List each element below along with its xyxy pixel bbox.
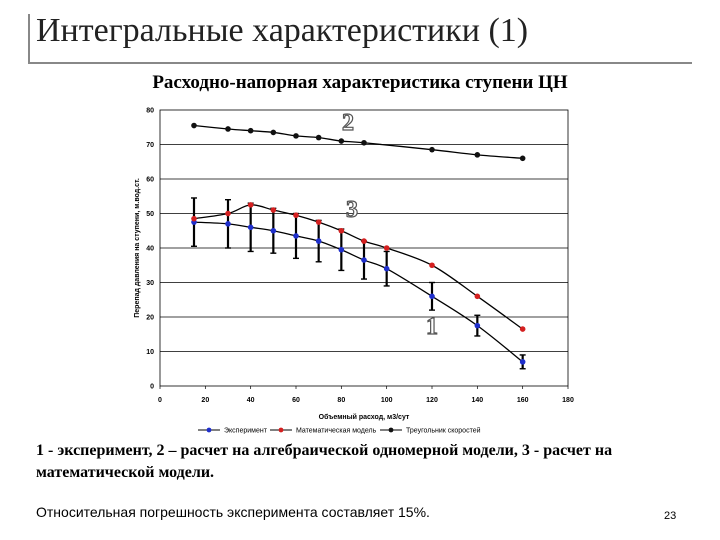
data-point-1-11 (519, 359, 526, 365)
x-tick-label-40: 40 (247, 397, 255, 404)
curve-label-3: 3 (346, 197, 358, 223)
data-point-3-2 (247, 202, 254, 208)
data-point-2-10 (519, 155, 526, 162)
data-point-3-10 (474, 293, 481, 300)
data-point-3-8 (383, 245, 390, 251)
data-point-1-7 (361, 257, 367, 263)
data-point-2-0 (191, 122, 197, 129)
x-tick-label-60: 60 (292, 397, 300, 404)
figure-caption: 1 - эксперимент, 2 – расчет на алгебраич… (36, 442, 613, 481)
y-tick-label-80: 80 (146, 108, 154, 115)
curve-label-2: 2 (342, 110, 354, 136)
x-tick-label-20: 20 (201, 397, 209, 404)
data-point-1-9 (429, 293, 435, 300)
curve-labels: 1 3 2 (341, 109, 438, 340)
data-point-3-1 (225, 210, 231, 217)
x-tick-label-80: 80 (337, 397, 345, 404)
chart-legend: Эксперимент Математическая модель Треуголь… (198, 427, 481, 435)
title-rule-vertical (28, 14, 30, 64)
data-point-2-1 (225, 126, 231, 132)
data-point-3-0 (191, 215, 197, 222)
data-point-1-10 (474, 322, 481, 329)
data-point-2-2 (247, 127, 254, 134)
error-note: Относительная погрешность эксперимента с… (36, 504, 430, 520)
y-tick-label-30: 30 (146, 280, 154, 287)
data-point-2-6 (338, 138, 345, 144)
x-tick-label-100: 100 (381, 397, 393, 404)
y-tick-label-20: 20 (146, 315, 154, 322)
data-point-1-8 (383, 265, 390, 272)
page-number: 23 (664, 510, 677, 522)
series-layer (191, 122, 526, 370)
x-tick-label-140: 140 (471, 397, 483, 404)
legend-label-3: Математическая модель (296, 428, 377, 435)
data-point-2-7 (361, 139, 367, 146)
y-tick-label-50: 50 (146, 211, 154, 218)
legend-marker-1 (206, 427, 212, 433)
tick-labels: 0 10 20 30 40 50 60 70 80 0 20 40 60 80 100 120 140 160 18… (146, 108, 574, 405)
x-axis-label: Объемный расход, м3/сут (319, 413, 410, 421)
legend-marker-2 (388, 427, 394, 433)
y-tick-label-10: 10 (146, 349, 154, 356)
data-point-3-9 (429, 262, 435, 269)
data-point-1-1 (225, 221, 231, 227)
data-point-3-6 (338, 227, 345, 234)
x-tick-label-160: 160 (517, 397, 529, 404)
legend-label-2: Треугольник скоростей (406, 427, 481, 435)
slide-title: Интегральные характеристики (1) (36, 12, 529, 49)
data-point-2-3 (270, 129, 277, 136)
data-point-1-5 (315, 238, 322, 244)
y-tick-label-60: 60 (146, 177, 154, 184)
x-tick-label-180: 180 (562, 397, 574, 404)
data-point-2-9 (474, 152, 481, 158)
data-point-1-3 (270, 227, 277, 234)
x-tick-label-0: 0 (158, 397, 162, 404)
chart-heading: Расходно-напорная характеристика ступени… (152, 72, 568, 93)
y-tick-label-40: 40 (146, 246, 154, 253)
data-point-3-11 (519, 326, 526, 332)
curve-label-1: 1 (426, 314, 438, 340)
x-tick-label-120: 120 (426, 397, 438, 404)
y-tick-label-70: 70 (146, 142, 154, 149)
data-point-1-4 (293, 233, 299, 239)
data-point-1-2 (247, 224, 254, 231)
y-axis-label: Перепад давления на ступени, м.вод.ст. (134, 178, 141, 318)
data-point-1-6 (338, 246, 345, 253)
data-point-3-5 (315, 219, 322, 225)
legend-label-1: Эксперимент (224, 428, 268, 435)
legend-marker-3 (278, 427, 284, 433)
y-tick-label-0: 0 (150, 384, 154, 391)
data-point-2-5 (315, 134, 322, 141)
title-rule-horizontal (28, 62, 692, 64)
data-point-3-4 (293, 212, 299, 219)
data-point-2-4 (293, 133, 299, 139)
data-point-2-8 (429, 146, 435, 153)
data-point-3-3 (270, 207, 277, 213)
data-point-3-7 (361, 238, 367, 244)
